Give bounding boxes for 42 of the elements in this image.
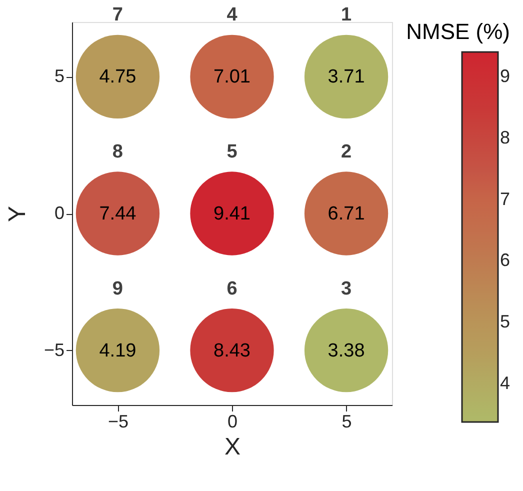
annotation: 6.71 — [328, 204, 365, 224]
color-bar-label: 9 — [500, 66, 510, 86]
point — [76, 308, 160, 392]
color-bar-title: NMSE (%) — [406, 19, 510, 44]
annotation: 3 — [340, 278, 352, 300]
annotation: 4.19 — [99, 340, 136, 362]
point — [304, 34, 388, 118]
color-bar-label: 7 — [500, 188, 510, 209]
annotation: 8.43 — [214, 340, 250, 362]
y-tick-label: 5 — [54, 66, 64, 86]
annotation: 7.44 — [99, 204, 137, 224]
annotation: 3.71 — [328, 66, 365, 88]
point — [190, 308, 274, 392]
point — [190, 34, 274, 118]
color-bar-label: 5 — [500, 312, 510, 332]
y-axis-title: Y — [4, 206, 31, 222]
point — [304, 172, 388, 256]
x-axis-title: X — [224, 434, 241, 460]
x-tick-label: 0 — [227, 412, 238, 432]
annotation: 7.01 — [214, 66, 250, 88]
x-tick-label: −5 — [108, 412, 128, 432]
y-tick-label: 0 — [54, 203, 64, 223]
annotation: 7 — [112, 4, 124, 26]
point — [76, 172, 160, 256]
annotation: 9.41 — [214, 204, 250, 224]
x-tick-label: 5 — [342, 412, 352, 432]
annotation: 9 — [112, 278, 124, 300]
point — [190, 172, 274, 256]
color-bar-label: 8 — [500, 128, 510, 148]
annotation: 5 — [226, 142, 238, 162]
color-bar-label: 6 — [500, 250, 510, 270]
annotation: 1 — [340, 4, 352, 26]
annotation: 4 — [226, 4, 238, 26]
annotation: 3.38 — [328, 340, 365, 362]
annotation: 6 — [226, 278, 238, 300]
point — [304, 308, 388, 392]
annotation: 2 — [340, 142, 352, 162]
annotation: 8 — [112, 142, 124, 162]
annotation: 4.75 — [99, 66, 136, 88]
color-bar-label: 4 — [500, 372, 510, 393]
y-tick-label: −5 — [44, 340, 64, 360]
point — [76, 34, 160, 118]
